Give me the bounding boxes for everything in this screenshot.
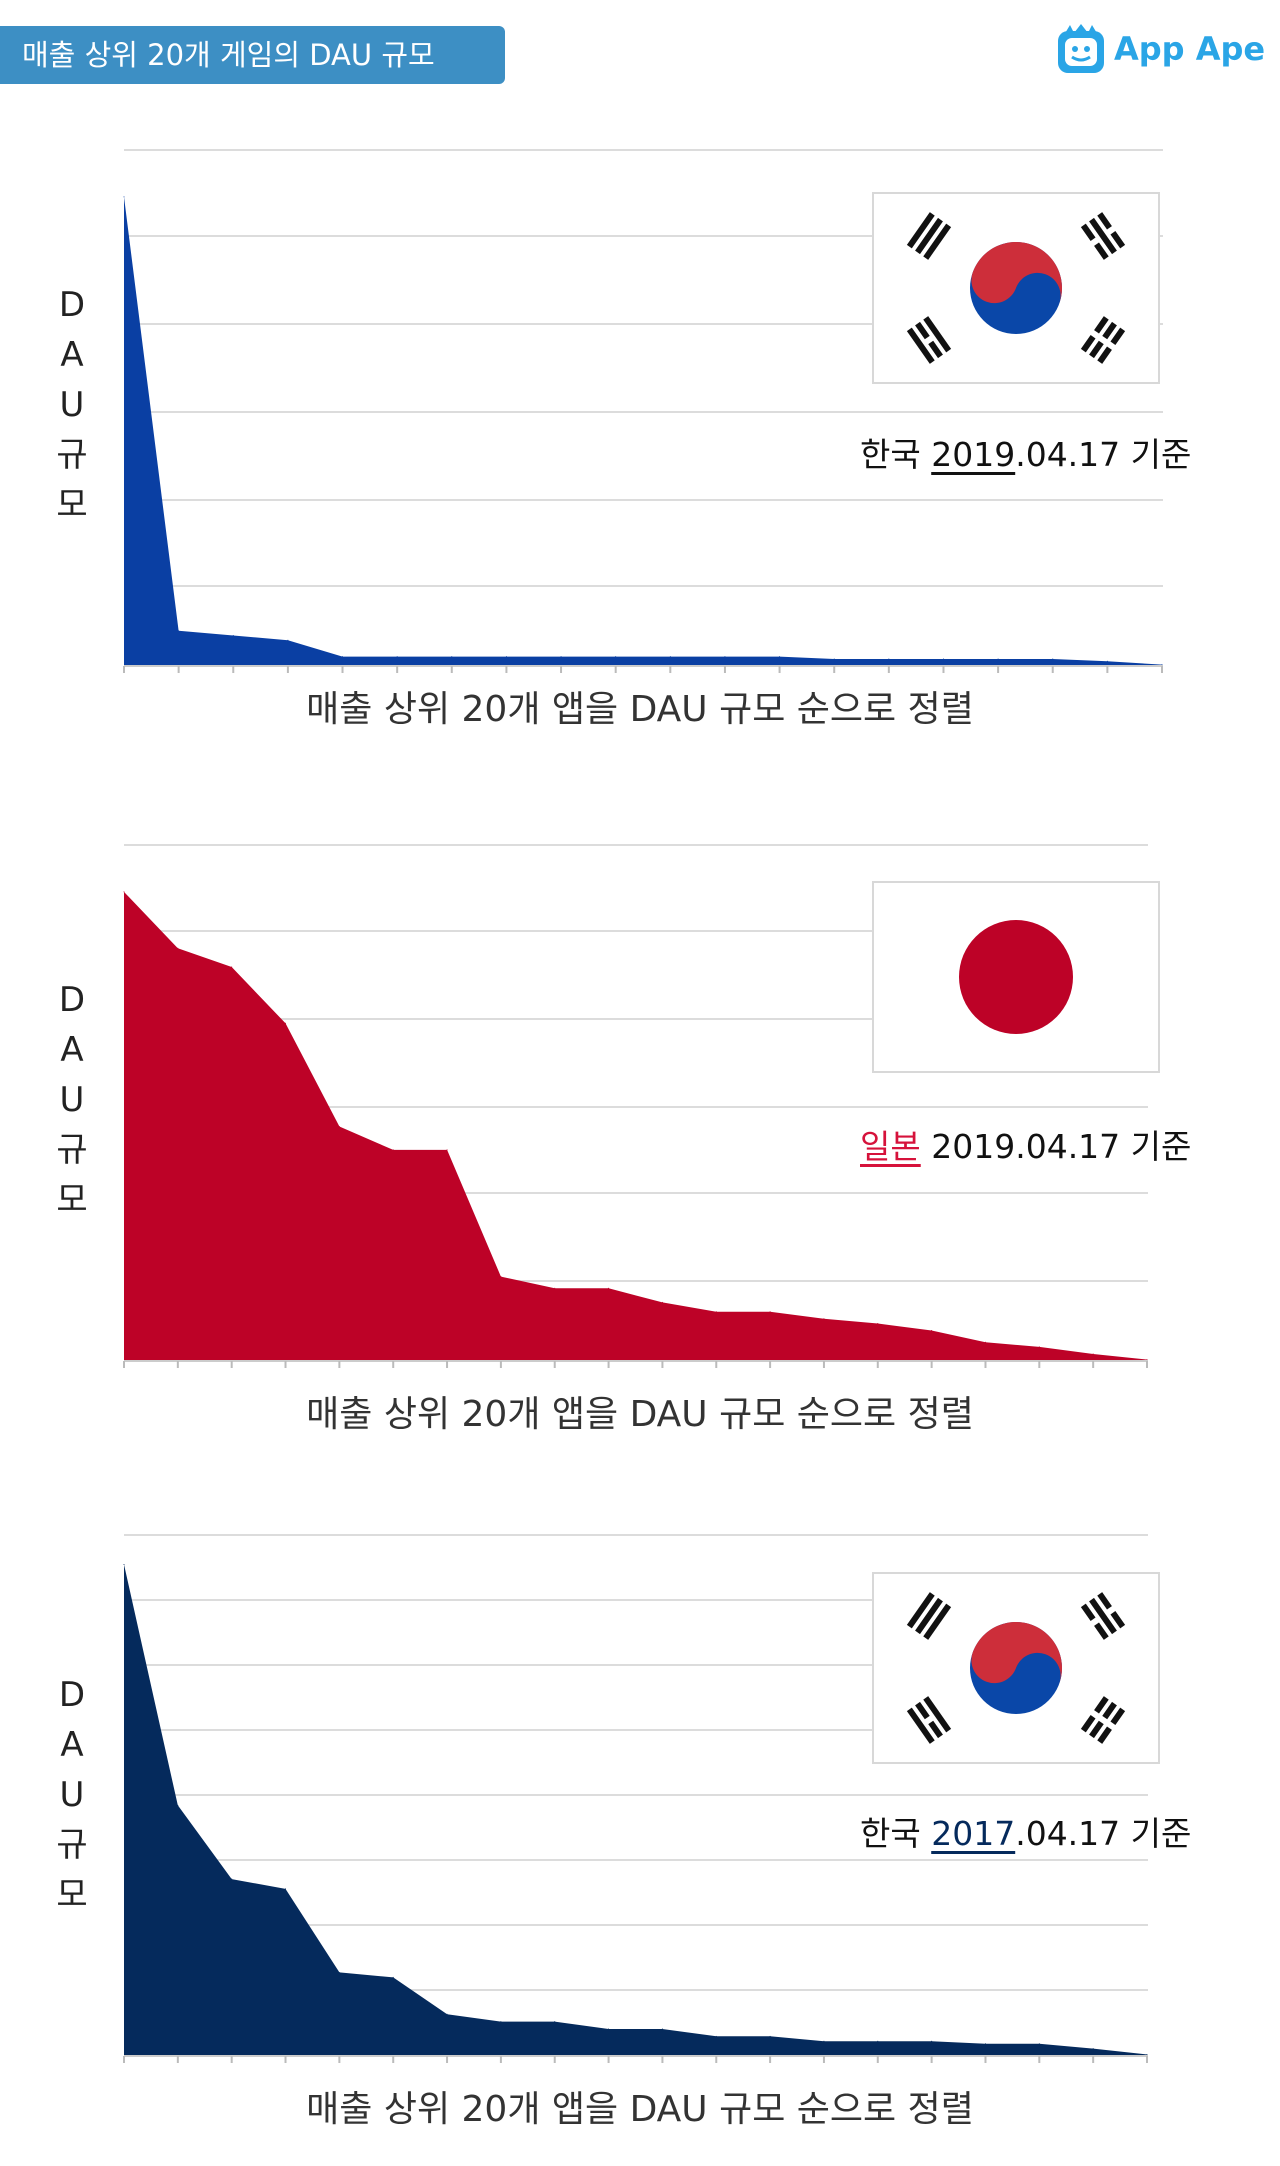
data-point xyxy=(392,1976,394,1978)
data-point xyxy=(724,656,726,658)
data-point xyxy=(769,2035,771,2037)
data-point xyxy=(661,1301,663,1303)
data-point xyxy=(231,1878,233,1880)
data-point xyxy=(608,1287,610,1289)
x-axis-label: 매출 상위 20개 앱을 DAU 규모 순으로 정렬 xyxy=(306,2089,974,2130)
chart-title-badge: 매출 상위 20개 게임의 DAU 규모 xyxy=(0,26,505,84)
data-point xyxy=(285,1888,287,1890)
data-point xyxy=(285,1022,287,1024)
data-point xyxy=(1038,1346,1040,1348)
data-point xyxy=(177,1804,179,1806)
data-point xyxy=(608,2028,610,2030)
data-point xyxy=(232,635,234,637)
data-point xyxy=(615,656,617,658)
x-axis-label: 매출 상위 20개 앱을 DAU 규모 순으로 정렬 xyxy=(306,689,974,730)
area-series xyxy=(124,1564,1147,2056)
data-point xyxy=(1146,1359,1148,1361)
data-point xyxy=(123,196,125,198)
data-point xyxy=(997,658,999,660)
data-point xyxy=(177,947,179,949)
data-point xyxy=(500,1276,502,1278)
date-caption: 한국 2017.04.17 기준 xyxy=(860,1814,1192,1853)
data-point xyxy=(931,1330,933,1332)
data-point xyxy=(505,656,507,658)
data-point xyxy=(554,2021,556,2023)
data-point xyxy=(1092,2048,1094,2050)
caption-highlight: 일본 xyxy=(860,1127,921,1166)
data-point xyxy=(123,891,125,893)
caption-highlight: 2019 xyxy=(931,435,1016,474)
data-point xyxy=(554,1287,556,1289)
data-point xyxy=(984,1341,986,1343)
data-point xyxy=(661,2028,663,2030)
data-point xyxy=(1106,660,1108,662)
data-point xyxy=(1161,664,1163,666)
data-point xyxy=(287,639,289,641)
data-point xyxy=(451,656,453,658)
data-point xyxy=(779,656,781,658)
data-point xyxy=(715,2035,717,2037)
data-point xyxy=(1146,2054,1148,2056)
data-point xyxy=(231,966,233,968)
data-point xyxy=(392,1149,394,1151)
data-point xyxy=(446,1149,448,1151)
date-caption: 한국 2019.04.17 기준 xyxy=(860,435,1192,474)
data-point xyxy=(823,1318,825,1320)
data-point xyxy=(877,2040,879,2042)
data-point xyxy=(342,656,344,658)
japan-flag-icon xyxy=(872,881,1160,1073)
data-point xyxy=(178,630,180,632)
app-ape-monkey-icon xyxy=(1058,24,1104,73)
data-point xyxy=(931,2040,933,2042)
data-point xyxy=(396,656,398,658)
data-point xyxy=(338,1125,340,1127)
data-point xyxy=(338,1971,340,1973)
data-point xyxy=(877,1322,879,1324)
data-point xyxy=(123,1563,125,1565)
data-point xyxy=(1052,658,1054,660)
data-point xyxy=(715,1311,717,1313)
data-point xyxy=(833,658,835,660)
caption-highlight: 2017 xyxy=(931,1814,1016,1853)
data-point xyxy=(669,656,671,658)
logo-text: App Ape xyxy=(1114,30,1266,68)
korea-flag-icon xyxy=(872,1572,1160,1764)
data-point xyxy=(769,1311,771,1313)
data-point xyxy=(560,656,562,658)
data-point xyxy=(1038,2043,1040,2045)
date-caption: 일본 2019.04.17 기준 xyxy=(860,1127,1192,1166)
data-point xyxy=(500,2021,502,2023)
area-series xyxy=(124,891,1147,1361)
korea-flag-icon xyxy=(872,192,1160,384)
data-point xyxy=(446,2013,448,2015)
data-point xyxy=(984,2043,986,2045)
app-ape-logo: App Ape xyxy=(1056,20,1265,78)
data-point xyxy=(1092,1353,1094,1355)
x-axis-label: 매출 상위 20개 앱을 DAU 규모 순으로 정렬 xyxy=(306,1394,974,1435)
data-point xyxy=(888,658,890,660)
data-point xyxy=(823,2040,825,2042)
data-point xyxy=(942,658,944,660)
